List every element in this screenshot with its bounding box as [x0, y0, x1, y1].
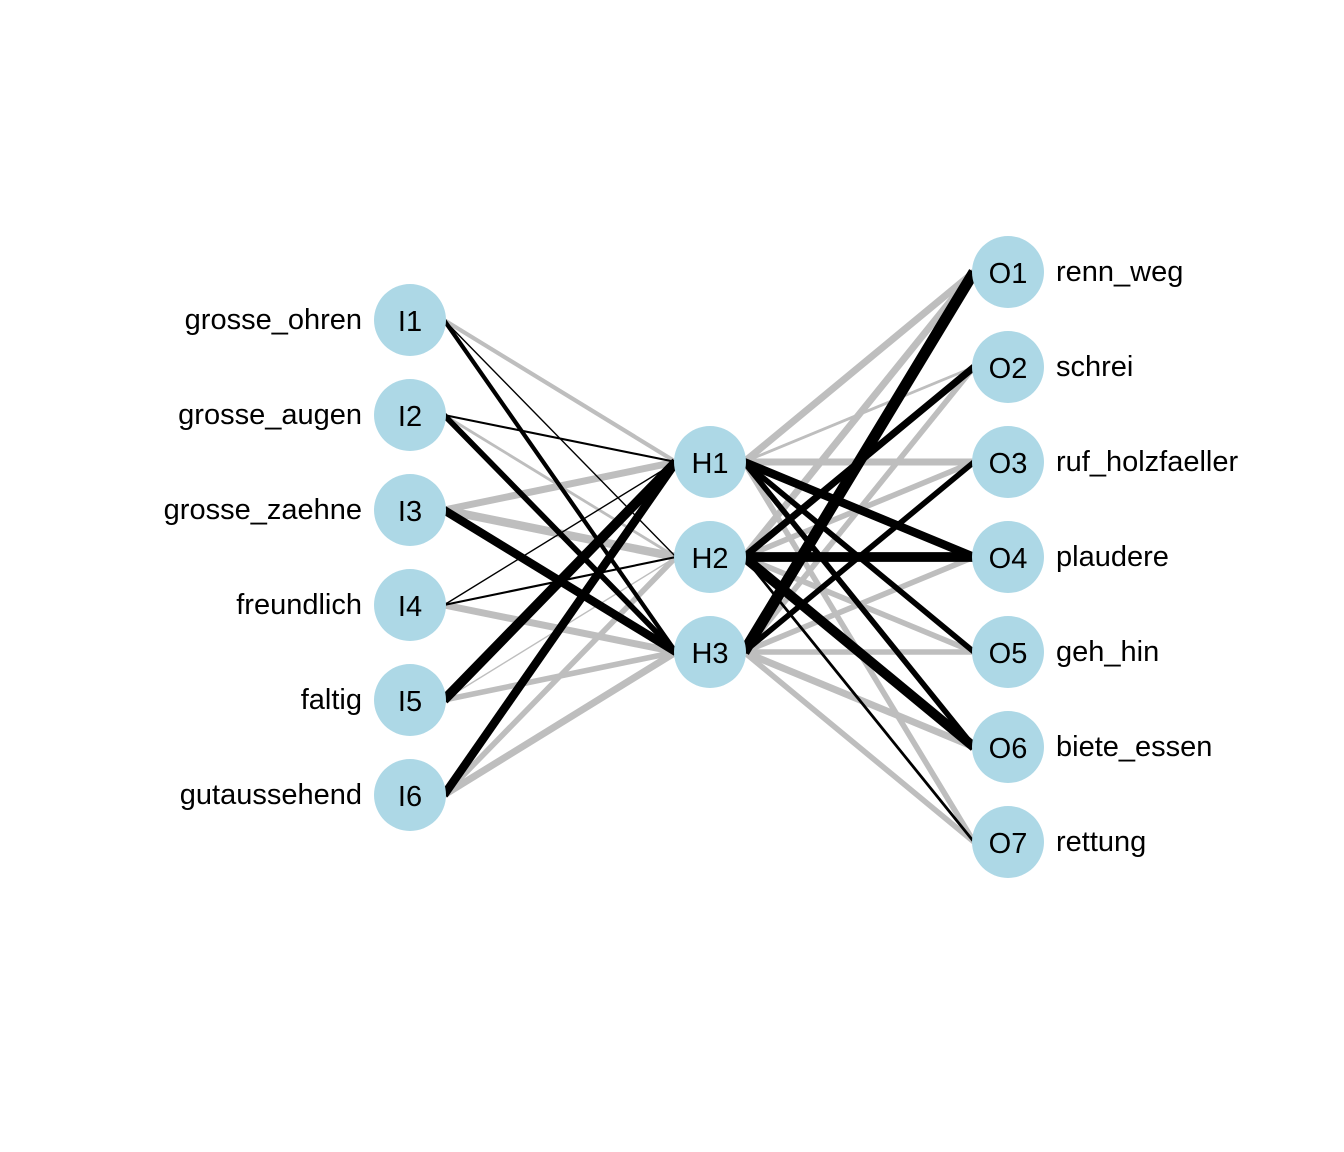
edge-h1-o4: [742, 458, 976, 561]
edge-h2-o7: [742, 556, 976, 843]
node-id-label: O1: [989, 258, 1028, 290]
edge-i6-h3: [442, 649, 678, 798]
edge-h3-o7: [742, 649, 976, 845]
node-id-label: I4: [398, 591, 422, 623]
node-circle: [674, 521, 746, 593]
node-id-label: O2: [989, 353, 1028, 385]
edge-i5-h1: [440, 458, 680, 704]
input-label: gutaussehend: [180, 779, 362, 811]
edge-i1-h3: [442, 318, 678, 654]
input-label: grosse_zaehne: [164, 494, 362, 526]
edge-h3-o1: [739, 269, 979, 655]
output-label: renn_weg: [1056, 256, 1183, 288]
node-id-label: I3: [398, 496, 422, 528]
edge-i2-h1: [443, 413, 677, 464]
node-h3: H3: [674, 616, 746, 688]
node-circle: [972, 616, 1044, 688]
node-id-label: O7: [989, 828, 1028, 860]
node-id-label: I2: [398, 401, 422, 433]
edge-i4-h1: [443, 461, 677, 606]
output-label: geh_hin: [1056, 636, 1159, 668]
node-i5: I5 faltig: [301, 664, 446, 736]
node-o4: O4 plaudere: [972, 521, 1169, 593]
node-id-label: O6: [989, 733, 1028, 765]
node-circle: [374, 379, 446, 451]
node-id-label: I6: [398, 781, 422, 813]
edge-i1-h1: [442, 318, 678, 464]
edges: [440, 269, 979, 845]
node-o1: O1 renn_weg: [972, 236, 1183, 308]
output-label: biete_essen: [1056, 731, 1212, 763]
node-i1: I1 grosse_ohren: [185, 284, 446, 356]
edge-h1-o1: [741, 269, 977, 465]
output-label: rettung: [1056, 826, 1146, 858]
node-circle: [972, 521, 1044, 593]
node-i2: I2 grosse_augen: [178, 379, 446, 451]
node-circle: [972, 331, 1044, 403]
node-circle: [374, 664, 446, 736]
edge-h1-o6: [741, 460, 977, 749]
node-id-label: O3: [989, 448, 1028, 480]
node-h2: H2: [674, 521, 746, 593]
node-o3: O3 ruf_holzfaeller: [972, 426, 1238, 498]
node-circle: [674, 616, 746, 688]
node-circle: [972, 711, 1044, 783]
node-id-label: I5: [398, 686, 422, 718]
input-label: grosse_ohren: [185, 304, 362, 336]
node-id-label: I1: [398, 306, 422, 338]
node-i6: I6 gutaussehend: [180, 759, 446, 831]
output-label: schrei: [1056, 351, 1133, 383]
node-id-label: H2: [691, 543, 728, 575]
node-h1: H1: [674, 426, 746, 498]
node-i3: I3 grosse_zaehne: [164, 474, 446, 546]
input-label: grosse_augen: [178, 399, 362, 431]
node-circle: [374, 284, 446, 356]
output-label: ruf_holzfaeller: [1056, 446, 1238, 478]
node-o5: O5 geh_hin: [972, 616, 1159, 688]
node-id-label: O5: [989, 638, 1028, 670]
node-circle: [972, 236, 1044, 308]
node-circle: [674, 426, 746, 498]
node-circle: [972, 426, 1044, 498]
output-label: plaudere: [1056, 541, 1169, 573]
node-o2: O2 schrei: [972, 331, 1133, 403]
input-label: freundlich: [236, 589, 362, 621]
node-o7: O7 rettung: [972, 806, 1146, 878]
nodes: I1 grosse_ohren I2 grosse_augen I3 grosse_zae…: [164, 236, 1238, 878]
edge-i6-h1: [440, 459, 680, 798]
edge-h2-o1: [741, 269, 977, 560]
node-circle: [374, 474, 446, 546]
node-id-label: H3: [691, 638, 728, 670]
node-circle: [972, 806, 1044, 878]
node-id-label: H1: [691, 448, 728, 480]
node-i4: I4 freundlich: [236, 569, 446, 641]
edge-h3-o3: [742, 459, 976, 655]
node-o6: O6 biete_essen: [972, 711, 1212, 783]
node-circle: [374, 569, 446, 641]
node-id-label: O4: [989, 543, 1028, 575]
input-label: faltig: [301, 684, 362, 716]
node-circle: [374, 759, 446, 831]
